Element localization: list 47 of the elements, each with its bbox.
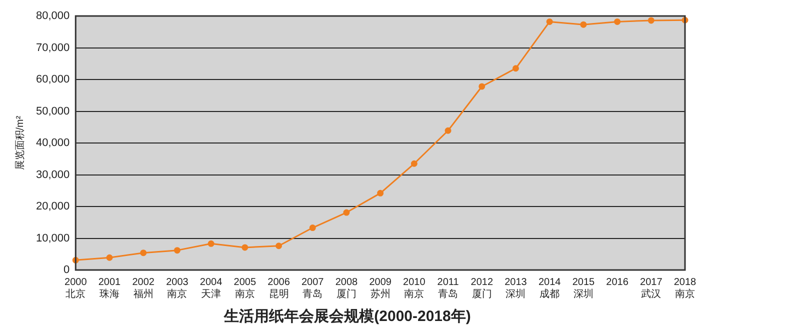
point	[512, 65, 519, 72]
x-tick-label: 2003 南京	[166, 276, 189, 300]
point	[648, 17, 654, 24]
text: 生活用纸年会展会规模(2000-2018年)	[223, 308, 471, 326]
x-tick-label: 2015 深圳	[572, 276, 595, 300]
point	[343, 209, 350, 216]
x-tick-label: 2001 珠海	[98, 276, 122, 300]
point	[276, 242, 282, 250]
point	[410, 160, 418, 167]
y-tick-label: 70,000	[36, 42, 70, 54]
x-tick-label: 2017 武汉	[640, 276, 663, 300]
x-tick-label: 2018 南京	[674, 276, 697, 300]
y-axis-title: 展览面积/m²	[14, 115, 26, 170]
point	[242, 244, 248, 251]
point	[106, 254, 113, 261]
point	[614, 18, 621, 25]
point	[478, 83, 486, 90]
x-tick-label: 2008 厦门	[335, 276, 358, 300]
x-tick-label: 2013 深圳	[504, 276, 528, 300]
x-tick-label: 2000 北京	[64, 276, 88, 300]
x-tick-label: 2011 青岛	[437, 276, 460, 300]
x-tick-label: 2007 青岛	[301, 276, 324, 300]
x-tick-label: 2005 南京	[234, 276, 256, 300]
point	[377, 190, 384, 196]
x-tick-label: 2016	[606, 276, 629, 288]
x-tick-label: 2010 南京	[403, 276, 426, 300]
point	[546, 18, 553, 25]
point	[208, 240, 214, 247]
y-tick-label: 50,000	[36, 105, 70, 118]
x-tick-label: 2006 昆明	[268, 276, 290, 300]
point	[174, 247, 180, 254]
y-tick-label: 80,000	[36, 10, 70, 22]
point	[309, 224, 316, 232]
y-tick-label: 60,000	[36, 74, 70, 86]
x-tick-label: 2009 苏州	[369, 276, 392, 300]
y-tick-label: 0	[64, 264, 70, 276]
y-tick-label: 20,000	[36, 200, 70, 213]
x-tick-label: 2004 天津	[200, 276, 223, 300]
y-tick-label: 10,000	[36, 232, 70, 244]
x-tick-label: 2012 厦门	[470, 276, 494, 300]
y-tick-label: 40,000	[36, 137, 70, 150]
point	[580, 21, 587, 28]
point	[444, 127, 452, 134]
point	[140, 250, 147, 256]
x-tick-label: 2002 福州	[132, 276, 155, 300]
x-tick-label: 2014 成都	[538, 276, 562, 300]
y-tick-label: 30,000	[36, 168, 70, 181]
